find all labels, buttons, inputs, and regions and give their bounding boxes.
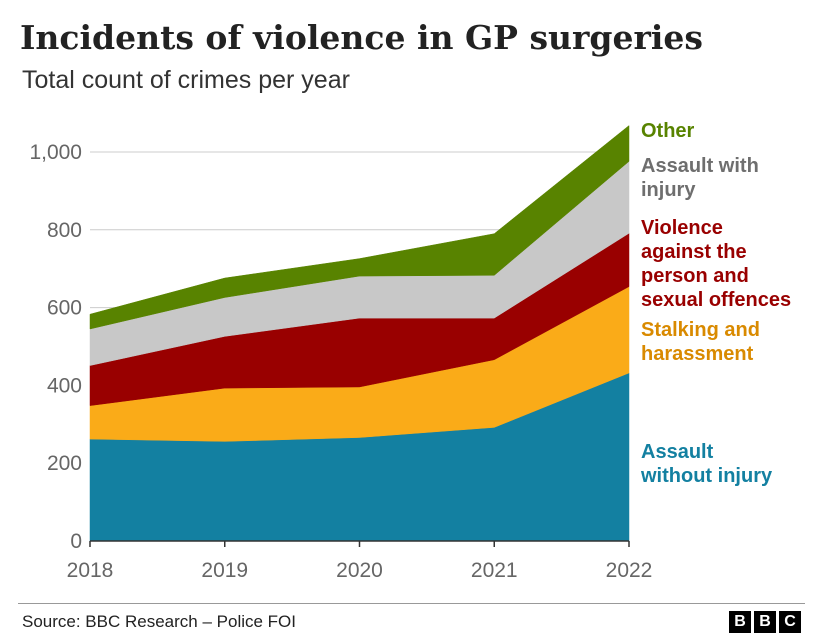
legend-label-3-line-0: Stalking and [641,319,760,341]
stacked-area-chart: 0 200 400 600 800 1,000 2018 2019 2020 2021 2022 Ot… [29,120,791,582]
y-tick-label-1000: 1,000 [29,141,82,164]
x-tick-label-2022: 2022 [606,559,653,582]
y-tick-label-600: 600 [47,297,82,320]
bbc-logo-letter-b1: B [729,611,751,633]
legend-label-1-line-0: Assault with [641,155,759,177]
x-tick-label-2021: 2021 [471,559,518,582]
legend-label-2-line-2: person and [641,265,749,287]
bbc-logo: B B C [729,611,801,633]
legend-label-2-line-1: against the [641,241,747,263]
area-series-4 [89,125,630,330]
legend-label-1-line-1: injury [641,179,696,201]
bbc-logo-letter-c: C [779,611,801,633]
chart-title: Incidents of violence in GP surgeries [20,18,703,57]
legend-label-4-line-1: without injury [640,465,773,487]
x-tick-label-2018: 2018 [67,559,114,582]
x-tick-label-2019: 2019 [201,559,248,582]
y-tick-label-800: 800 [47,219,82,242]
legend-label-3-line-1: harassment [641,343,754,365]
legend-label-2-line-0: Violence [641,217,723,239]
legend-label-2-line-3: sexual offences [641,289,791,311]
y-tick-label-200: 200 [47,452,82,475]
chart-subtitle: Total count of crimes per year [22,66,350,94]
bbc-logo-letter-b2: B [754,611,776,633]
footer-divider [18,603,805,604]
source-note: Source: BBC Research – Police FOI [22,612,297,631]
x-tick-label-2020: 2020 [336,559,383,582]
legend-label-0-line-0: Other [641,120,695,142]
y-tick-label-0: 0 [70,530,82,553]
y-tick-label-400: 400 [47,374,82,397]
legend-label-4-line-0: Assault [641,441,714,463]
